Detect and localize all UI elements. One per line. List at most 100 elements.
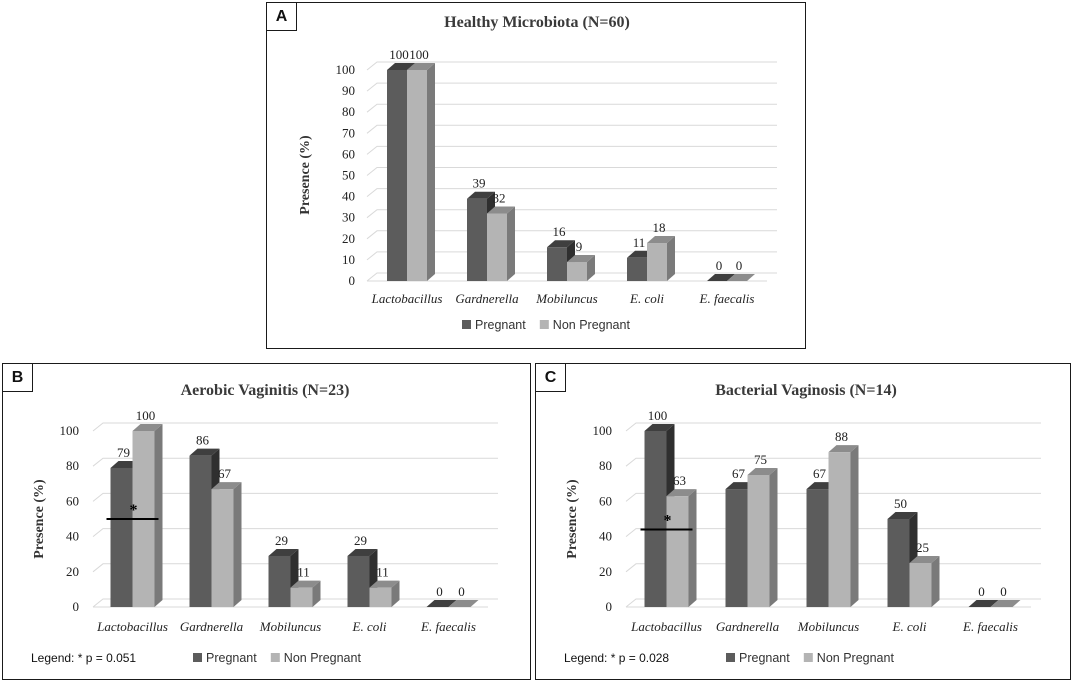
panel-letter: C: [536, 364, 566, 392]
y-tick-label: 80: [66, 458, 79, 473]
bar-value-label: 25: [916, 540, 929, 555]
legend-label: Pregnant: [475, 318, 526, 332]
panel-letter: A: [267, 3, 297, 31]
gridline: [366, 61, 777, 71]
gridline: [92, 422, 498, 432]
bar-non-pregnant: [407, 70, 427, 281]
legend-label: Pregnant: [206, 651, 257, 665]
chart-aerobic-vaginitis: Aerobic Vaginitis (N=23) Presence (%) 0 20 4…: [31, 382, 498, 665]
legend-swatch: [726, 653, 735, 662]
bar-value-label: 11: [633, 235, 646, 250]
bar-side: [312, 580, 321, 607]
x-category-label: E. faecalis: [420, 619, 476, 634]
bar-side: [667, 236, 675, 281]
x-category-label: E. coli: [892, 619, 927, 634]
y-tick-label: 100: [336, 62, 356, 77]
x-category-label: Lactobacillus: [630, 619, 702, 634]
y-tick-label: 90: [342, 83, 355, 98]
x-category-label: Gardnerella: [455, 291, 519, 306]
bar-value-label: 100: [648, 408, 668, 423]
bar-side: [154, 424, 163, 607]
x-category-label: Lactobacillus: [96, 619, 168, 634]
bar-pregnant: [268, 555, 291, 607]
y-axis-label: Presence (%): [298, 135, 313, 215]
bar-top: [968, 600, 999, 607]
bar-non-pregnant: [909, 563, 932, 607]
bar-non-pregnant: [747, 475, 770, 607]
bar-value-label: 63: [673, 473, 686, 488]
bar-side: [769, 468, 778, 607]
bar-value-label: 79: [117, 445, 130, 460]
gridline: [92, 457, 498, 467]
bar-pregnant: [627, 257, 647, 281]
x-category-label: E. coli: [629, 291, 664, 306]
bar-value-label: 67: [218, 466, 232, 481]
y-tick-label: 30: [342, 210, 355, 225]
bar-pregnant: [347, 555, 370, 607]
legend-swatch: [462, 320, 471, 329]
bar-top: [909, 556, 940, 563]
bar-top: [887, 512, 918, 519]
significance-star: *: [130, 502, 138, 519]
bar-pregnant: [547, 247, 567, 281]
bar-value-label: 11: [376, 565, 389, 580]
x-category-label: Gardnerella: [180, 619, 244, 634]
bar-side: [391, 580, 400, 607]
x-category-label: Gardnerella: [716, 619, 780, 634]
bar-top: [647, 236, 675, 244]
chart-bacterial-vaginosis: Bacterial Vaginosis (N=14) Presence (%) 0 2…: [564, 382, 1041, 665]
bar-value-label: 32: [493, 190, 506, 205]
y-tick-label: 20: [342, 231, 355, 246]
bar-pregnant: [189, 455, 212, 607]
bar-non-pregnant: [487, 213, 507, 281]
bar-non-pregnant: [828, 452, 851, 607]
bar-non-pregnant: [211, 489, 234, 607]
bar-value-label: 0: [736, 258, 743, 273]
significance-star: *: [664, 513, 672, 530]
gridline: [366, 167, 777, 176]
gridline: [366, 145, 777, 155]
legend-swatch: [539, 320, 549, 329]
bar-top: [828, 445, 859, 453]
legend-label: Non Pregnant: [817, 651, 895, 665]
y-tick-label: 40: [342, 189, 355, 204]
significance-note: Legend: * p = 0.051: [31, 651, 136, 665]
bar-side: [688, 489, 697, 607]
y-tick-label: 50: [342, 168, 355, 183]
panel-a: A Healthy Microbiota (N=60) Presence (%) 0…: [266, 2, 806, 349]
y-tick-label: 10: [342, 252, 355, 267]
bar-value-label: 86: [196, 433, 210, 448]
bar-non-pregnant: [369, 587, 392, 607]
y-tick-label: 20: [599, 564, 612, 579]
bar-value-label: 0: [1000, 584, 1007, 599]
bar-top: [747, 468, 778, 475]
legend-label: Pregnant: [739, 651, 790, 665]
panel-c: C Bacterial Vaginosis (N=14) Presence (%)…: [535, 363, 1071, 680]
bar-value-label: 67: [813, 466, 827, 481]
bar-value-label: 16: [553, 224, 567, 239]
y-tick-label: 0: [349, 273, 356, 288]
gridline: [366, 230, 777, 240]
bar-side: [850, 445, 859, 607]
significance-note: Legend: * p = 0.028: [564, 651, 669, 665]
bar-pregnant: [725, 489, 748, 607]
y-tick-label: 60: [66, 493, 79, 508]
chart-title: Bacterial Vaginosis (N=14): [715, 382, 897, 399]
chart-title: Healthy Microbiota (N=60): [444, 14, 630, 31]
bar-top: [448, 600, 479, 607]
y-tick-label: 100: [593, 423, 613, 438]
bar-top: [644, 424, 675, 431]
legend-label: Non Pregnant: [553, 318, 631, 332]
gridline: [625, 422, 1041, 432]
legend-swatch: [193, 653, 202, 662]
y-tick-label: 20: [66, 564, 79, 579]
gridline: [366, 82, 777, 92]
bar-value-label: 50: [894, 496, 907, 511]
gridline: [92, 528, 498, 537]
bar-value-label: 100: [409, 47, 429, 62]
bar-top: [387, 63, 415, 70]
bar-value-label: 0: [716, 258, 723, 273]
y-tick-label: 70: [342, 125, 355, 140]
y-tick-label: 0: [606, 599, 613, 614]
y-tick-label: 60: [599, 493, 612, 508]
